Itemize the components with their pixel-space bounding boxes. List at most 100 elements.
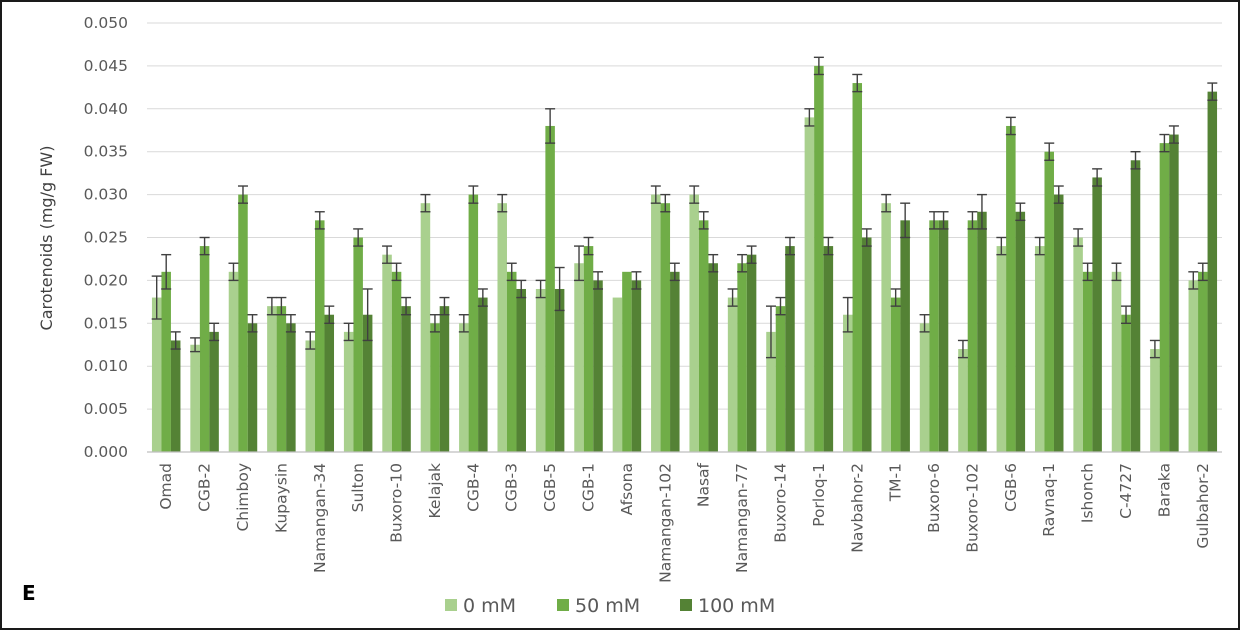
bar-50mm — [1006, 125, 1016, 453]
bar-50mm — [1198, 271, 1208, 452]
bar-0mm — [420, 203, 431, 452]
legend: 0 mM 50 mM 100 mM — [445, 595, 775, 617]
x-tick-label: Navbahor-2 — [848, 463, 866, 553]
bar-50mm — [698, 220, 709, 452]
x-tick-label: Kelajak — [426, 463, 444, 519]
bar-50mm — [967, 220, 978, 452]
bar-100mm — [862, 237, 872, 452]
x-tick-label: Gulbahor-2 — [1194, 463, 1212, 549]
bar-100mm — [977, 211, 987, 452]
bar-0mm — [497, 203, 507, 452]
x-tick-label: CGB-4 — [464, 463, 482, 512]
y-tick-label: 0.050 — [84, 14, 128, 32]
bar-0mm — [535, 288, 546, 452]
bar-50mm — [430, 323, 440, 452]
bar-100mm — [593, 280, 603, 452]
x-tick-label: CGB-1 — [580, 463, 598, 512]
bar-0mm — [1150, 349, 1160, 452]
bar-100mm — [516, 288, 526, 452]
y-tick-label: 0.030 — [84, 186, 128, 204]
bar-50mm — [238, 194, 248, 452]
bar-100mm — [1015, 211, 1026, 452]
x-tick-label: Buxoro-14 — [771, 463, 789, 543]
bar-0mm — [305, 340, 316, 452]
bar-100mm — [401, 306, 411, 452]
bar-0mm — [766, 331, 776, 452]
bar-50mm — [1121, 314, 1131, 452]
bar-50mm — [545, 125, 555, 453]
bar-0mm — [843, 314, 853, 452]
y-tick-label: 0.005 — [84, 400, 128, 418]
bar-100mm — [209, 331, 219, 452]
bar-50mm — [583, 246, 594, 452]
bar-0mm — [151, 297, 162, 452]
bar-0mm — [1073, 237, 1083, 452]
bar-100mm — [362, 314, 373, 452]
x-tick-label: Namangan-102 — [656, 463, 674, 583]
bar-50mm — [737, 263, 747, 452]
bar-0mm — [228, 271, 239, 452]
bar-100mm — [746, 254, 757, 452]
bar-50mm — [1082, 271, 1093, 452]
y-tick-label: 0.020 — [84, 271, 128, 289]
y-axis-title: Carotenoids (mg/g FW) — [37, 146, 56, 331]
bar-100mm — [708, 263, 718, 452]
bar-100mm — [554, 288, 565, 452]
bar-0mm — [919, 323, 930, 452]
bar-0mm — [958, 349, 968, 452]
y-tick-label: 0.045 — [84, 57, 128, 75]
bar-100mm — [247, 323, 258, 452]
x-tick-label: C-4727 — [1117, 463, 1135, 519]
y-tick-label: 0.015 — [84, 314, 128, 332]
bar-0mm — [1034, 246, 1045, 452]
y-tick-label: 0.000 — [84, 443, 128, 461]
legend-label: 0 mM — [463, 595, 516, 617]
bar-100mm — [478, 297, 488, 452]
bar-50mm — [929, 220, 939, 452]
bar-50mm — [622, 271, 632, 452]
x-tick-label: Buxoro-10 — [388, 463, 406, 543]
bar-100mm — [324, 314, 335, 452]
bar-0mm — [459, 323, 469, 452]
bar-100mm — [1053, 194, 1064, 452]
bar-0mm — [689, 194, 699, 452]
bar-100mm — [170, 340, 181, 452]
bar-50mm — [1044, 151, 1054, 452]
y-tick-label: 0.025 — [84, 229, 128, 247]
bar-50mm — [315, 220, 325, 452]
bar-0mm — [1188, 280, 1199, 452]
bar-50mm — [276, 306, 287, 452]
bars — [151, 65, 1218, 453]
bar-50mm — [890, 297, 901, 452]
legend-label: 50 mM — [575, 595, 640, 617]
bar-100mm — [785, 246, 795, 452]
bar-100mm — [1207, 91, 1218, 452]
y-axis-ticks: 0.000 0.005 0.010 0.015 0.020 0.025 0.030 0.035… — [84, 14, 128, 461]
bar-0mm — [190, 344, 200, 452]
x-tick-label: Chimboy — [234, 463, 252, 532]
x-tick-label: Ravnaq-1 — [1040, 463, 1058, 537]
legend-swatch — [680, 599, 692, 611]
x-tick-label: CGB-3 — [503, 463, 521, 512]
legend-label: 100 mM — [698, 595, 775, 617]
y-tick-label: 0.035 — [84, 143, 128, 161]
bar-100mm — [938, 220, 949, 452]
y-tick-label: 0.010 — [84, 357, 128, 375]
bar-50mm — [468, 194, 479, 452]
bar-50mm — [391, 271, 402, 452]
x-tick-label: TM-1 — [887, 463, 905, 502]
bar-50mm — [161, 271, 171, 452]
bar-50mm — [353, 237, 363, 452]
error-bars — [151, 56, 1218, 359]
legend-swatch — [445, 599, 457, 611]
x-tick-label: Kupaysin — [272, 463, 290, 533]
bar-100mm — [1169, 134, 1179, 453]
bar-0mm — [1111, 271, 1122, 452]
x-tick-label: Sulton — [349, 463, 367, 512]
x-tick-label: CGB-2 — [196, 463, 214, 512]
bar-0mm — [651, 194, 661, 452]
bar-0mm — [727, 297, 738, 452]
bar-100mm — [1092, 177, 1102, 452]
y-tick-label: 0.040 — [84, 100, 128, 118]
